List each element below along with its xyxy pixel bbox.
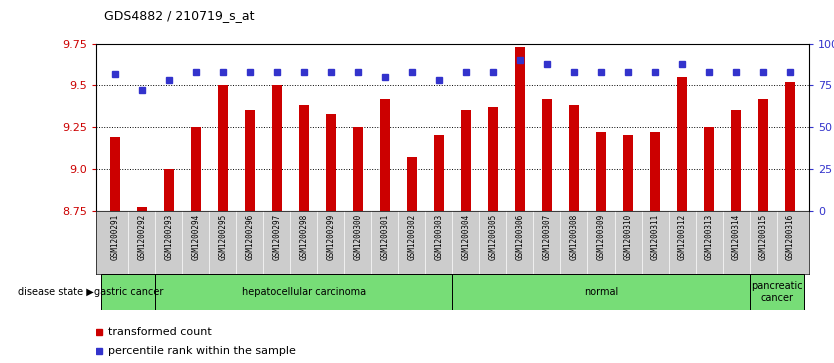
Bar [677, 77, 686, 211]
Bar [299, 105, 309, 211]
Bar [570, 105, 579, 211]
Text: percentile rank within the sample: percentile rank within the sample [108, 346, 296, 356]
Bar [488, 107, 498, 211]
Text: pancreatic
cancer: pancreatic cancer [751, 281, 802, 303]
Text: GSM1200296: GSM1200296 [245, 214, 254, 260]
Bar [245, 110, 254, 211]
Text: GSM1200314: GSM1200314 [731, 214, 741, 260]
Text: GSM1200304: GSM1200304 [461, 214, 470, 260]
Text: GSM1200310: GSM1200310 [624, 214, 632, 260]
Bar [164, 169, 173, 211]
Text: transformed count: transformed count [108, 327, 212, 337]
Text: GSM1200316: GSM1200316 [786, 214, 795, 260]
Bar [353, 127, 363, 211]
Text: GSM1200299: GSM1200299 [326, 214, 335, 260]
Bar [137, 207, 147, 211]
Text: GSM1200303: GSM1200303 [435, 214, 444, 260]
Bar [155, 274, 452, 310]
Bar [758, 99, 768, 211]
Text: GSM1200306: GSM1200306 [515, 214, 525, 260]
Text: GSM1200291: GSM1200291 [110, 214, 119, 260]
Bar [101, 274, 155, 310]
Bar [326, 114, 335, 211]
Text: normal: normal [584, 287, 618, 297]
Text: GSM1200307: GSM1200307 [542, 214, 551, 260]
Bar [435, 135, 444, 211]
Bar [750, 274, 804, 310]
Text: GSM1200301: GSM1200301 [380, 214, 389, 260]
Text: GSM1200312: GSM1200312 [677, 214, 686, 260]
Text: GSM1200309: GSM1200309 [596, 214, 605, 260]
Text: GSM1200305: GSM1200305 [489, 214, 497, 260]
Bar [623, 135, 633, 211]
Bar [272, 85, 282, 211]
Text: GSM1200295: GSM1200295 [219, 214, 228, 260]
Text: disease state ▶: disease state ▶ [18, 287, 94, 297]
Text: hepatocellular carcinoma: hepatocellular carcinoma [242, 287, 366, 297]
Bar [705, 127, 714, 211]
Bar [731, 110, 741, 211]
Text: GSM1200298: GSM1200298 [299, 214, 309, 260]
Bar [515, 47, 525, 211]
Bar [191, 127, 200, 211]
Text: GSM1200297: GSM1200297 [273, 214, 281, 260]
Bar [786, 82, 795, 211]
Text: GSM1200315: GSM1200315 [759, 214, 767, 260]
Bar [461, 110, 470, 211]
Text: GSM1200300: GSM1200300 [354, 214, 363, 260]
Bar [596, 132, 605, 211]
Bar [110, 137, 119, 211]
Bar [407, 157, 417, 211]
Text: GSM1200293: GSM1200293 [164, 214, 173, 260]
Text: GSM1200311: GSM1200311 [651, 214, 660, 260]
Bar [542, 99, 552, 211]
Text: gastric cancer: gastric cancer [93, 287, 163, 297]
Text: GSM1200294: GSM1200294 [191, 214, 200, 260]
Text: GSM1200292: GSM1200292 [138, 214, 146, 260]
Bar [452, 274, 750, 310]
Text: GDS4882 / 210719_s_at: GDS4882 / 210719_s_at [104, 9, 254, 22]
Text: GSM1200313: GSM1200313 [705, 214, 714, 260]
Bar [651, 132, 660, 211]
Bar [219, 85, 228, 211]
Bar [380, 99, 389, 211]
Text: GSM1200308: GSM1200308 [570, 214, 579, 260]
Text: GSM1200302: GSM1200302 [408, 214, 416, 260]
